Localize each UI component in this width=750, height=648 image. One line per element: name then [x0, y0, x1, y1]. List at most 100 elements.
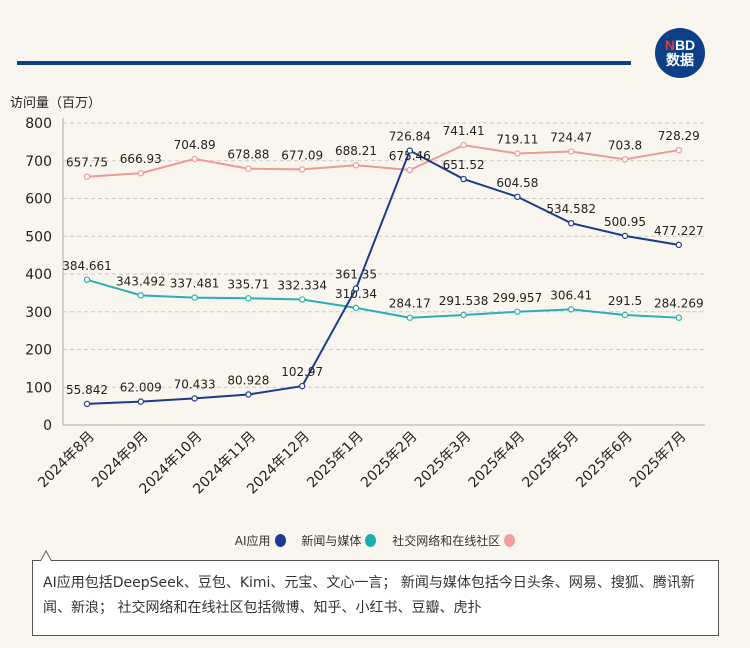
- data-label: 384.661: [62, 259, 112, 273]
- series-line-1: [86, 278, 679, 319]
- data-label: 361.35: [335, 268, 377, 282]
- data-label: 719.11: [496, 133, 538, 147]
- data-point: [245, 165, 252, 172]
- data-point: [191, 155, 198, 163]
- data-label: 677.09: [281, 148, 323, 162]
- x-tick-label: 2025年6月: [573, 429, 636, 492]
- legend-item-news: 新闻与媒体: [301, 532, 377, 549]
- data-point: [191, 395, 198, 402]
- data-label: 284.17: [389, 297, 431, 311]
- data-label: 728.29: [658, 129, 700, 143]
- data-label: 724.47: [550, 131, 592, 145]
- y-tick-label: 600: [25, 192, 52, 208]
- data-point: [137, 292, 144, 299]
- data-label: 477.227: [654, 224, 704, 238]
- y-tick-label: 300: [25, 305, 52, 321]
- data-point: [137, 170, 144, 177]
- data-point: [406, 314, 413, 321]
- data-label: 500.95: [604, 215, 646, 229]
- data-label: 675.46: [389, 149, 431, 163]
- legend-dot: [504, 534, 516, 547]
- data-label: 741.41: [443, 124, 485, 138]
- data-point: [245, 391, 252, 398]
- y-tick-label: 100: [25, 380, 52, 396]
- data-label: 55.842: [66, 383, 108, 397]
- y-tick-label: 200: [25, 343, 52, 359]
- data-label: 70.433: [174, 377, 216, 391]
- data-label: 306.41: [550, 288, 592, 302]
- data-label: 102.97: [281, 365, 323, 379]
- data-point: [460, 311, 467, 319]
- data-point: [352, 304, 360, 312]
- data-point: [299, 296, 306, 303]
- y-axis-title: 访问量（百万）: [10, 96, 102, 111]
- data-label: 291.5: [608, 294, 642, 308]
- data-label: 337.481: [170, 277, 220, 291]
- data-label: 651.52: [443, 158, 485, 172]
- data-point: [406, 166, 413, 174]
- data-point: [245, 295, 252, 302]
- legend: AI应用 新闻与媒体 社交网络和在线社区: [0, 532, 750, 549]
- footnote-box: AI应用包括DeepSeek、豆包、Kimi、元宝、文心一言； 新闻与媒体包括今…: [32, 560, 719, 636]
- data-point: [621, 311, 629, 319]
- data-label: 335.71: [227, 277, 269, 291]
- series-line-0: [86, 149, 679, 405]
- x-tick-label: 2024年8月: [35, 429, 98, 492]
- data-point: [460, 175, 467, 183]
- data-point: [514, 150, 521, 157]
- data-point: [83, 276, 91, 283]
- data-point: [460, 141, 467, 149]
- x-tick-label: 2025年2月: [358, 429, 421, 492]
- data-point: [675, 241, 683, 249]
- data-point: [514, 308, 521, 315]
- y-tick-label: 0: [43, 418, 52, 434]
- data-point: [568, 306, 575, 313]
- note-pointer-fill: [41, 552, 51, 561]
- legend-dot: [365, 534, 377, 547]
- data-point: [352, 285, 360, 292]
- y-tick-label: 500: [25, 229, 52, 245]
- legend-item-social: 社交网络和在线社区: [392, 532, 516, 549]
- data-point: [137, 398, 144, 405]
- y-tick-label: 700: [25, 154, 52, 170]
- legend-item-ai: AI应用: [235, 532, 286, 549]
- data-point: [299, 382, 306, 390]
- data-point: [568, 219, 575, 227]
- line-chart: 01002003004005006007008002024年8月2024年9月2…: [25, 116, 705, 497]
- x-tick-label: 2025年1月: [304, 429, 367, 492]
- x-tick-label: 2025年3月: [412, 429, 475, 492]
- data-point: [299, 166, 306, 173]
- data-label: 284.269: [654, 297, 704, 311]
- data-label: 310.34: [335, 287, 377, 301]
- header-rule: [17, 61, 631, 65]
- data-label: 704.89: [174, 138, 216, 152]
- data-point: [514, 193, 521, 200]
- data-label: 726.84: [389, 130, 431, 144]
- x-tick-label: 2025年5月: [519, 429, 582, 492]
- data-label: 604.58: [496, 176, 538, 190]
- data-point: [406, 147, 413, 154]
- data-point: [675, 314, 683, 321]
- x-tick-label: 2025年4月: [466, 429, 529, 492]
- data-point: [83, 173, 91, 180]
- series-line-2: [86, 144, 679, 178]
- data-label: 291.538: [439, 294, 489, 308]
- data-point: [675, 146, 683, 154]
- data-label: 678.88: [227, 148, 269, 162]
- data-label: 332.334: [277, 279, 327, 293]
- data-point: [352, 162, 360, 169]
- data-label: 343.492: [116, 274, 166, 288]
- data-label: 688.21: [335, 144, 377, 158]
- legend-dot: [274, 534, 286, 547]
- y-tick-label: 400: [25, 267, 52, 283]
- data-label: 703.8: [608, 138, 642, 152]
- data-label: 666.93: [120, 152, 162, 166]
- data-label: 80.928: [227, 373, 269, 387]
- y-tick-label: 800: [25, 116, 52, 132]
- data-label: 657.75: [66, 156, 108, 170]
- data-point: [83, 400, 91, 408]
- data-point: [621, 232, 629, 240]
- data-point: [621, 156, 629, 163]
- data-point: [568, 148, 575, 155]
- data-label: 62.009: [120, 381, 162, 395]
